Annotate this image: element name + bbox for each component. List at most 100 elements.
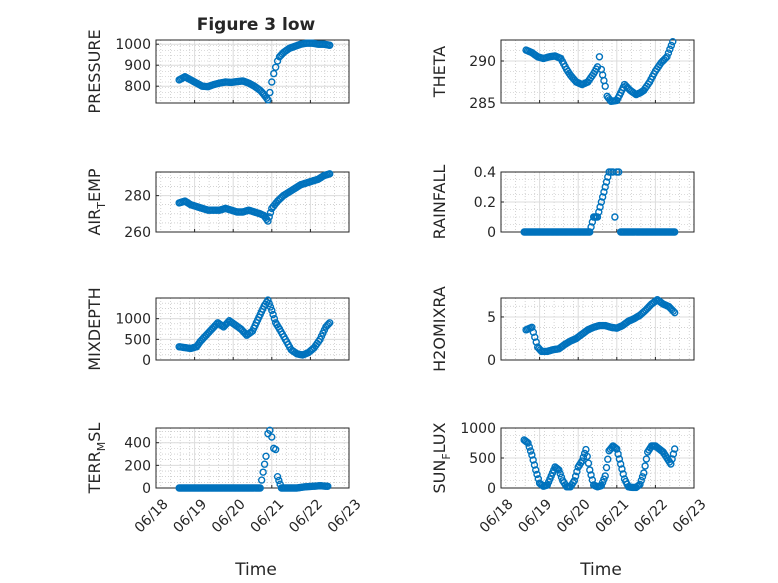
data-point — [525, 443, 534, 451]
axes-box — [155, 297, 350, 361]
data-point — [530, 461, 539, 469]
data-point — [600, 188, 608, 196]
y-axis-label: AIRTEMP — [85, 168, 108, 235]
data-point — [268, 78, 276, 86]
y-tick-label: 800 — [124, 79, 151, 95]
data-point — [668, 455, 676, 463]
subplot-1: 800 900 1000 PRESSURE — [85, 29, 350, 114]
data-point — [671, 228, 679, 236]
series-markers — [175, 170, 334, 225]
data-point — [265, 213, 273, 221]
data-point — [601, 472, 609, 480]
data-point — [555, 466, 563, 474]
data-point — [264, 217, 272, 225]
data-point — [257, 476, 266, 484]
data-point — [532, 466, 540, 474]
data-point — [583, 452, 591, 461]
data-point — [573, 467, 581, 476]
x-axis-label-left: Time — [234, 560, 277, 580]
y-tick-label: 0 — [487, 353, 496, 369]
data-point — [664, 49, 673, 57]
subplot-6: 0 5 H2OMIXRA — [430, 286, 695, 372]
data-point — [584, 459, 593, 467]
data-point — [663, 53, 671, 61]
y-tick-label: 1000 — [115, 37, 151, 53]
y-axis-label: TERRMSL — [85, 423, 108, 495]
y-axis-label: THETA — [430, 46, 449, 98]
y-tick-label: 400 — [124, 436, 151, 452]
data-point — [669, 37, 677, 46]
data-point — [324, 320, 333, 328]
y-axis-label: RAINFALL — [430, 165, 449, 240]
data-point — [619, 470, 627, 478]
y-tick-label: 0.4 — [474, 165, 496, 181]
data-point — [602, 463, 611, 472]
data-point — [611, 213, 619, 221]
axes-box — [500, 39, 695, 104]
series-markers — [522, 296, 679, 356]
axes-box — [155, 39, 350, 104]
data-point — [324, 482, 332, 491]
data-point — [596, 203, 604, 211]
data-point — [570, 477, 579, 485]
data-point — [671, 308, 679, 317]
data-point — [601, 183, 609, 191]
data-point — [641, 462, 649, 470]
data-point — [265, 299, 273, 308]
data-point — [611, 444, 620, 452]
data-point — [601, 82, 609, 90]
data-point — [636, 480, 644, 489]
data-point — [669, 450, 678, 458]
series-markers — [522, 37, 677, 106]
y-tick-label: 0 — [142, 353, 151, 369]
data-point — [266, 88, 274, 97]
axes-box — [155, 171, 350, 233]
data-point — [260, 460, 269, 468]
data-point — [271, 63, 280, 72]
series-markers — [175, 39, 334, 104]
data-point — [256, 484, 264, 492]
data-point — [524, 439, 532, 447]
data-point — [273, 472, 282, 481]
series-markers — [175, 296, 334, 359]
y-tick-label: 280 — [124, 189, 151, 205]
y-tick-label: 5 — [487, 310, 496, 326]
y-axis-label: SUNFLUX — [430, 422, 453, 493]
data-point — [586, 466, 594, 474]
data-point — [533, 470, 541, 479]
data-point — [587, 471, 595, 479]
y-tick-label: 500 — [469, 451, 496, 467]
data-point — [618, 465, 626, 473]
y-tick-label: 0 — [142, 481, 151, 497]
data-point — [556, 469, 564, 478]
subplot-4: 0 0.2 0.4 RAINFALL — [430, 165, 695, 241]
data-point — [273, 57, 282, 65]
data-point — [671, 445, 679, 453]
data-point — [597, 198, 606, 206]
data-point — [275, 476, 283, 485]
y-axis-label: H2OMIXRA — [430, 286, 449, 372]
data-point — [604, 455, 612, 463]
y-tick-label: 1000 — [460, 421, 496, 437]
y-axis-label: MIXDEPTH — [85, 287, 104, 370]
data-point — [326, 319, 334, 327]
data-point — [666, 45, 674, 53]
data-point — [613, 445, 621, 453]
data-point — [259, 468, 267, 476]
data-point — [640, 469, 648, 477]
data-point — [262, 452, 270, 461]
subplot-5: 0 500 1000 MIXDEPTH — [85, 287, 350, 371]
data-point — [270, 314, 279, 323]
y-tick-label: 290 — [469, 54, 496, 70]
subplot-2: 285 290 THETA — [430, 37, 695, 112]
data-point — [642, 455, 651, 463]
data-point — [578, 457, 586, 465]
figure-title: Figure 3 low — [197, 15, 316, 35]
data-point — [269, 310, 277, 319]
data-point — [582, 445, 590, 454]
y-tick-label: 200 — [124, 458, 151, 474]
series-markers — [175, 426, 332, 492]
data-point — [604, 173, 612, 181]
x-axis-label-right: Time — [579, 560, 622, 580]
data-point — [571, 472, 580, 480]
